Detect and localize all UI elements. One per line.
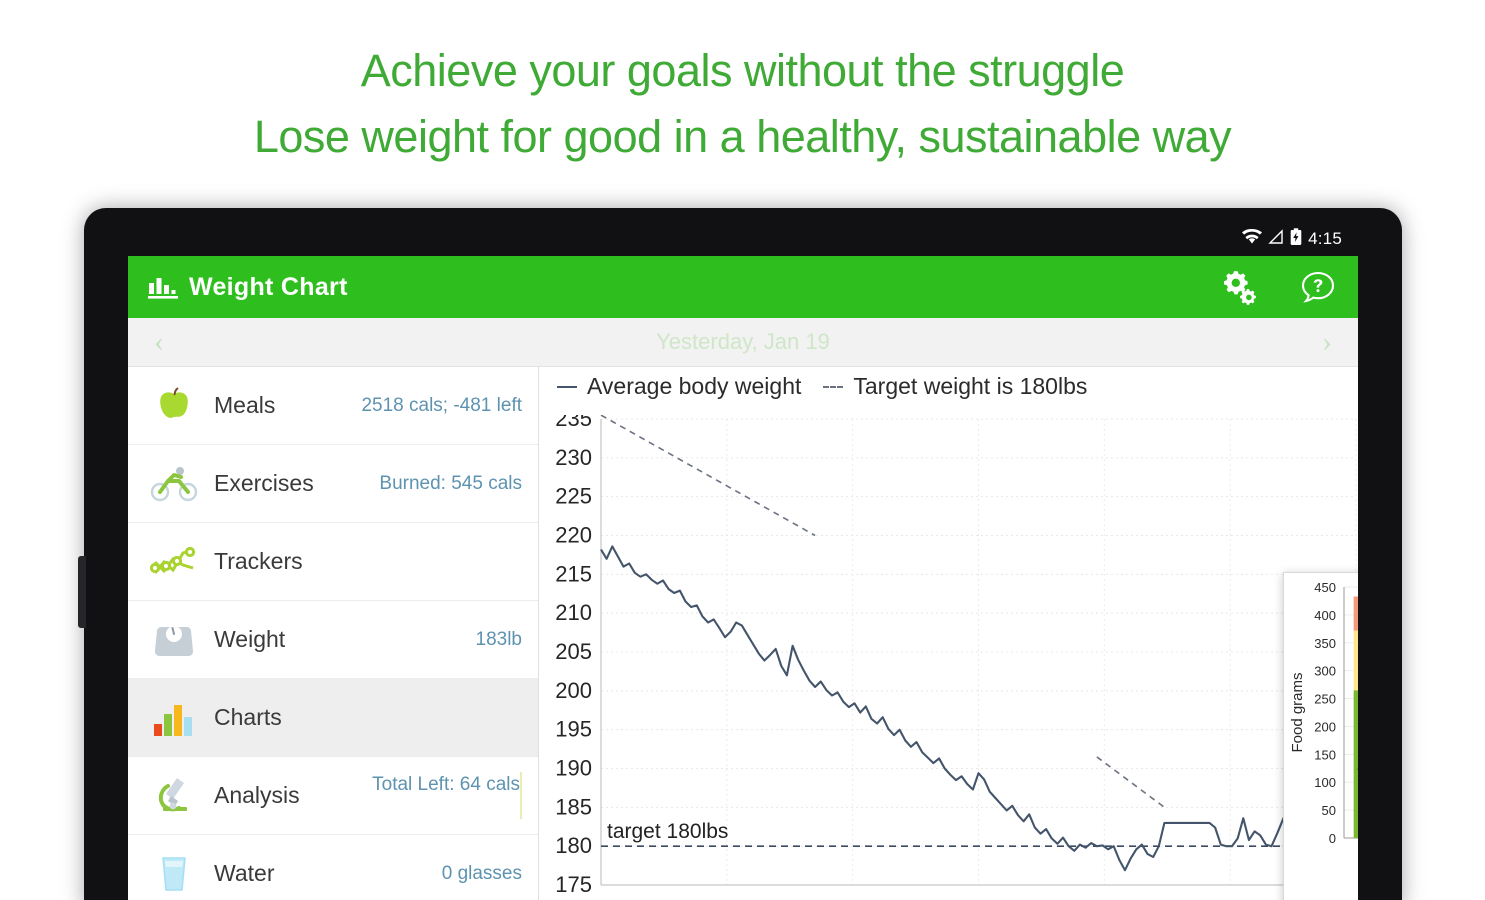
- line-graph-icon: [146, 542, 202, 582]
- svg-text:220: 220: [555, 523, 592, 548]
- sidebar-item-label: Analysis: [214, 782, 300, 808]
- svg-text:180: 180: [555, 833, 592, 858]
- sidebar-item-label: Weight: [214, 626, 286, 652]
- svg-text:400: 400: [1314, 608, 1336, 623]
- svg-text:225: 225: [555, 484, 592, 509]
- weight-chart-legend: Average body weight Target weight is 180…: [557, 373, 1099, 400]
- bar-chart-logo-icon: [148, 274, 178, 300]
- svg-text:205: 205: [555, 639, 592, 664]
- svg-text:0: 0: [1329, 831, 1336, 846]
- app-bar: Weight Chart: [128, 256, 1358, 318]
- svg-text:175: 175: [555, 872, 592, 897]
- sidebar-item-label: Trackers: [214, 548, 303, 574]
- sidebar-item-analysis[interactable]: Analysis Total Left: 64 cals: [128, 757, 538, 835]
- sidebar-item-label: Charts: [214, 704, 282, 730]
- legend-solid-line-icon: [557, 385, 577, 388]
- svg-text:150: 150: [1314, 747, 1336, 762]
- date-navigation-bar: ‹ Yesterday, Jan 19 ›: [128, 318, 1358, 367]
- sidebar-item-value: 2518 cals; -481 left: [361, 394, 522, 416]
- headline-line-1: Achieve your goals without the struggle: [360, 45, 1125, 96]
- headline-line-2: Lose weight for good in a healthy, susta…: [253, 111, 1232, 162]
- svg-text:200: 200: [1314, 719, 1336, 734]
- sidebar-item-value: 183lb: [475, 628, 523, 650]
- svg-text:100: 100: [1314, 775, 1336, 790]
- battery-charging-icon: [1290, 227, 1302, 251]
- weight-line-chart[interactable]: 175 180 185 190 195 200 205 210 215 220 225 230 235 t…: [539, 415, 1358, 900]
- sidebar-item-label: Water: [214, 860, 275, 886]
- svg-text:300: 300: [1314, 664, 1336, 679]
- svg-text:200: 200: [555, 678, 592, 703]
- sidebar-item-value-block: Total Left: 64 cals: [372, 771, 522, 819]
- sidebar-item-meals[interactable]: Meals 2518 cals; -481 left: [128, 367, 538, 445]
- food-grams-inset-chart[interactable]: 0 50 100 150 200 250 300 350 400 450 Food grams 265…: [1283, 572, 1358, 900]
- android-status-bar: 4:15: [128, 222, 1358, 256]
- promo-headline: Achieve your goals without the struggle …: [0, 38, 1485, 170]
- sidebar-item-value: Burned: 545 cals: [379, 472, 522, 494]
- calories-progress-bar: [520, 771, 522, 819]
- svg-text:target 180lbs: target 180lbs: [607, 820, 728, 843]
- svg-text:215: 215: [555, 561, 592, 586]
- app-content: Meals 2518 cals; -481 left: [128, 367, 1358, 900]
- scale-icon: [146, 619, 202, 661]
- svg-text:195: 195: [555, 717, 592, 742]
- svg-text:Daily target: Daily target: [1356, 846, 1358, 900]
- help-chat-icon[interactable]: [1300, 269, 1336, 305]
- sidebar-item-value: Total Left: 64 cals: [372, 773, 520, 795]
- svg-text:50: 50: [1322, 803, 1336, 818]
- svg-text:210: 210: [555, 600, 592, 625]
- sidebar-item-trackers[interactable]: Trackers: [128, 523, 538, 601]
- svg-text:265: 265: [1357, 757, 1358, 774]
- legend-series-target: Target weight is 180lbs: [853, 373, 1088, 399]
- gears-icon[interactable]: [1222, 269, 1258, 305]
- sidebar-item-label: Meals: [214, 392, 276, 418]
- apple-icon: [146, 383, 202, 429]
- tablet-screen: 4:15 Weight Chart: [128, 222, 1358, 900]
- tablet-side-button[interactable]: [78, 556, 86, 628]
- svg-text:250: 250: [1314, 692, 1336, 707]
- sidebar-item-water[interactable]: Water 0 glasses: [128, 835, 538, 900]
- microscope-icon: [146, 774, 202, 818]
- sidebar-item-weight[interactable]: Weight 183lb: [128, 601, 538, 679]
- svg-text:230: 230: [555, 445, 592, 470]
- cyclist-icon: [146, 464, 202, 504]
- next-day-button[interactable]: ›: [1322, 325, 1332, 358]
- svg-text:107: 107: [1357, 653, 1358, 670]
- sidebar-item-label: Exercises: [214, 470, 314, 496]
- prev-day-button[interactable]: ‹: [154, 325, 164, 358]
- weight-chart-pane: Average body weight Target weight is 180…: [539, 367, 1358, 900]
- legend-dashed-line-icon: [823, 385, 844, 388]
- sidebar-item-value: 0 glasses: [441, 862, 522, 884]
- legend-series-average: Average body weight: [587, 373, 802, 399]
- sidebar-item-exercises[interactable]: Exercises Burned: 545 cals: [128, 445, 538, 523]
- signal-icon: [1268, 228, 1284, 250]
- svg-text:Food grams: Food grams: [1289, 672, 1306, 752]
- svg-text:450: 450: [1314, 580, 1336, 595]
- svg-text:350: 350: [1314, 636, 1336, 651]
- tablet-device-frame: 4:15 Weight Chart: [78, 208, 1402, 900]
- svg-text:190: 190: [555, 756, 592, 781]
- current-date-label: Yesterday, Jan 19: [656, 329, 830, 354]
- app-title: Weight Chart: [189, 272, 348, 301]
- sidebar-item-charts[interactable]: Charts: [128, 679, 538, 757]
- water-glass-icon: [146, 852, 202, 896]
- svg-text:235: 235: [555, 415, 592, 431]
- bar-chart-icon: [146, 697, 202, 739]
- status-bar-time: 4:15: [1308, 229, 1342, 248]
- wifi-icon: [1242, 228, 1263, 250]
- sidebar-menu: Meals 2518 cals; -481 left: [128, 367, 539, 900]
- svg-text:185: 185: [555, 794, 592, 819]
